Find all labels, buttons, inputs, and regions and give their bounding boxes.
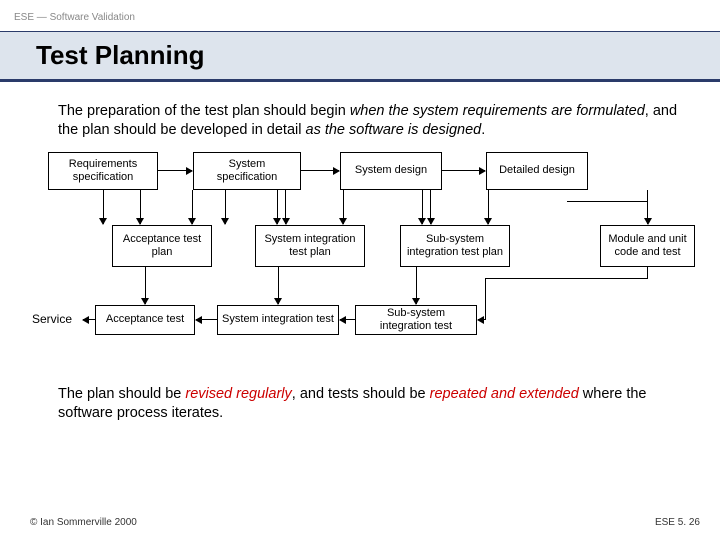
- p2-emph2: repeated and extended: [430, 386, 579, 402]
- diagram-box: Service: [22, 305, 82, 335]
- diagram-box: System integration test: [217, 305, 339, 335]
- arrow-head-icon: [141, 298, 149, 305]
- p1-emph2: as the software is designed: [306, 122, 482, 138]
- arrow-line: [485, 278, 648, 279]
- arrow-head-icon: [273, 218, 281, 225]
- title-band: Test Planning: [0, 31, 720, 82]
- arrow-head-icon: [221, 218, 229, 225]
- breadcrumb: ESE — Software Validation: [0, 0, 720, 23]
- arrow-head-icon: [477, 316, 484, 324]
- diagram-box: Acceptance test plan: [112, 225, 212, 267]
- arrow-head-icon: [339, 218, 347, 225]
- diagram-box: Acceptance test: [95, 305, 195, 335]
- arrow-head-icon: [479, 167, 486, 175]
- copyright: © Ian Sommerville 2000: [30, 517, 137, 528]
- diagram-box: Module and unit code and test: [600, 225, 695, 267]
- arrow-head-icon: [418, 218, 426, 225]
- arrow-head-icon: [186, 167, 193, 175]
- arrow-head-icon: [188, 218, 196, 225]
- diagram-box: Detailed design: [486, 152, 588, 190]
- diagram-box: System design: [340, 152, 442, 190]
- arrow-head-icon: [195, 316, 202, 324]
- slide-number: ESE 5. 26: [655, 517, 700, 528]
- arrow-head-icon: [412, 298, 420, 305]
- arrow-line: [567, 201, 648, 202]
- arrow-head-icon: [484, 218, 492, 225]
- diagram-box: Sub-system integration test: [355, 305, 477, 335]
- p1-emph1: when the system requirements are formula…: [350, 103, 645, 119]
- p1-text3: .: [481, 122, 485, 138]
- outro-paragraph: The plan should be revised regularly, an…: [0, 385, 720, 423]
- diagram-box: Sub-system integration test plan: [400, 225, 510, 267]
- arrow-head-icon: [333, 167, 340, 175]
- p2-emph1: revised regularly: [185, 386, 291, 402]
- arrow-head-icon: [339, 316, 346, 324]
- p1-text: The preparation of the test plan should …: [58, 103, 350, 119]
- arrow-head-icon: [427, 218, 435, 225]
- arrow-line: [647, 267, 648, 279]
- arrow-head-icon: [82, 316, 89, 324]
- diagram-box: System specification: [193, 152, 301, 190]
- diagram-box: System integration test plan: [255, 225, 365, 267]
- page-title: Test Planning: [36, 40, 720, 71]
- v-model-diagram: Requirements specification System specifi…: [0, 140, 720, 385]
- arrow-head-icon: [644, 218, 652, 225]
- arrow-head-icon: [136, 218, 144, 225]
- arrow-head-icon: [274, 298, 282, 305]
- arrow-line: [485, 279, 486, 320]
- footer: © Ian Sommerville 2000 ESE 5. 26: [0, 517, 720, 528]
- arrow-head-icon: [282, 218, 290, 225]
- intro-paragraph: The preparation of the test plan should …: [0, 82, 720, 140]
- diagram-box: Requirements specification: [48, 152, 158, 190]
- p2-text2: , and tests should be: [292, 386, 430, 402]
- arrow-head-icon: [99, 218, 107, 225]
- p2-text: The plan should be: [58, 386, 185, 402]
